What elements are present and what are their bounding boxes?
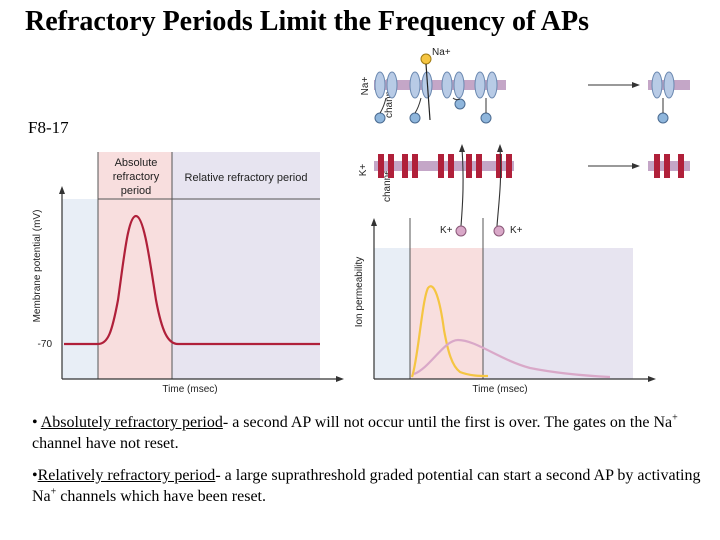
na-sup-2: + xyxy=(50,486,57,498)
ion-y-label: Ion permeability xyxy=(354,257,365,328)
ion-y-arrow xyxy=(371,218,377,226)
absolute-refractory-band xyxy=(98,152,172,379)
na-stage-arrowhead xyxy=(632,82,640,88)
absolute-label-line1: Absolute xyxy=(115,157,158,169)
rest-band-left xyxy=(62,199,98,379)
ion-x-arrow xyxy=(648,376,656,382)
absolute-band-right xyxy=(410,248,483,379)
rest-band-right xyxy=(374,248,410,379)
k-ion-label-1: K+ xyxy=(440,225,453,236)
membrane-potential-trace xyxy=(64,214,320,346)
note-absolute-text: - a second AP will not occur until the f… xyxy=(222,414,673,431)
membrane-x-arrow xyxy=(336,376,344,382)
absolute-label-line2: refractory xyxy=(113,171,160,183)
na-channels-label-line1: Na+ xyxy=(360,77,371,96)
na-channels-label-line2: channels xyxy=(384,78,395,118)
note-bullet-1: • xyxy=(32,414,41,431)
figure-label: F8-17 xyxy=(28,118,69,137)
membrane-y-label: Membrane potential (mV) xyxy=(32,210,43,323)
term-relative: Relatively refractory period xyxy=(37,467,216,484)
note-absolute: • Absolutely refractory period- a second… xyxy=(32,412,704,454)
k-permeability-curve xyxy=(413,338,611,379)
k-arrowhead-2 xyxy=(497,144,503,152)
note-absolute-text-end: channel have not reset. xyxy=(32,435,179,452)
notes: • Absolutely refractory period- a second… xyxy=(32,412,704,518)
na-channel-group xyxy=(374,71,675,99)
k-ion-label-2: K+ xyxy=(510,225,523,236)
k-channel-group xyxy=(378,154,684,178)
note-relative-text: - a large suprathreshold graded potentia… xyxy=(32,467,701,505)
refractory-figure: Absolute refractory period Relative refr… xyxy=(32,47,690,395)
na-inactivation-gates xyxy=(374,98,669,124)
na-membrane-strip xyxy=(374,80,506,90)
k-channels-label-line2: channels xyxy=(382,162,393,202)
k-ion-1 xyxy=(455,225,467,237)
k-ion-paths xyxy=(460,147,502,227)
time-label-left: Time (msec) xyxy=(162,384,217,395)
k-stage-arrowhead xyxy=(632,163,640,169)
k-channels-label-line1: K+ xyxy=(358,164,369,177)
term-absolute: Absolutely refractory period xyxy=(40,414,223,431)
note-bullet-2: • xyxy=(32,467,38,484)
note-relative: •Relatively refractory period- a large s… xyxy=(32,465,704,507)
slide-title: Refractory Periods Limit the Frequency o… xyxy=(25,6,590,37)
k-ion-2 xyxy=(493,225,505,237)
na-gate-tethers xyxy=(379,97,664,114)
note-relative-text-end: channels which have been reset. xyxy=(56,488,266,505)
resting-potential-tick: -70 xyxy=(38,339,53,350)
na-ion xyxy=(420,53,432,65)
relative-label: Relative refractory period xyxy=(185,172,308,184)
membrane-y-arrow xyxy=(59,186,65,194)
absolute-label-line3: period xyxy=(121,185,152,197)
relative-refractory-band xyxy=(172,152,320,379)
time-label-right: Time (msec) xyxy=(472,384,527,395)
na-ion-label: Na+ xyxy=(432,47,451,58)
na-ion-path xyxy=(425,63,431,121)
k-arrowhead-1 xyxy=(459,144,465,152)
na-permeability-curve xyxy=(410,285,489,378)
na-sup-1: + xyxy=(672,412,678,424)
relative-band-right xyxy=(483,248,633,379)
